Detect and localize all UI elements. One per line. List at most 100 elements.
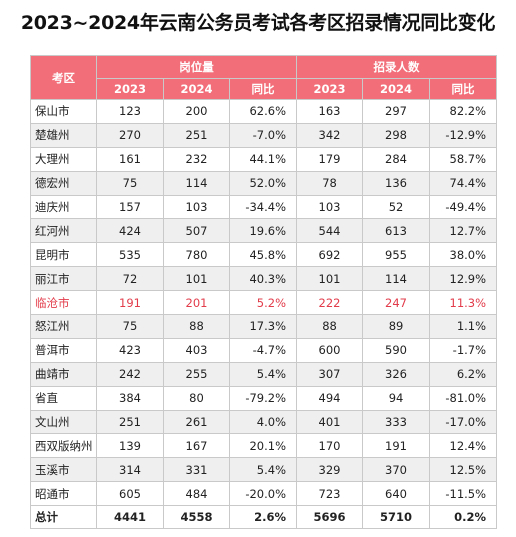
recruits-2024-cell: 955	[362, 242, 431, 268]
recruits-2023-cell: 544	[296, 218, 364, 244]
recruits-2023-cell: 401	[296, 409, 364, 435]
header-recruits-group: 招录人数	[296, 55, 498, 79]
recruits-yoy-cell: 58.7%	[429, 146, 498, 172]
positions-2024-cell: 261	[163, 409, 230, 435]
recruits-yoy-cell: 74.4%	[429, 170, 498, 196]
table-row: 西双版纳州 139 167 20.1% 170 191 12.4%	[30, 433, 498, 459]
recruits-yoy-cell: 12.4%	[429, 433, 498, 459]
total-recruits-2023: 5696	[296, 505, 364, 530]
header-positions-group: 岗位量	[95, 55, 298, 79]
recruits-2024-cell: 284	[362, 146, 431, 172]
positions-yoy-cell: 45.8%	[228, 242, 298, 268]
table-row: 文山州 251 261 4.0% 401 333 -17.0%	[30, 409, 498, 435]
header-positions-2024: 2024	[163, 78, 230, 100]
recruits-yoy-cell: -17.0%	[429, 409, 498, 435]
recruits-yoy-cell: -11.5%	[429, 481, 498, 507]
positions-2023-cell: 242	[96, 361, 164, 387]
table-row: 丽江市 72 101 40.3% 101 114 12.9%	[30, 266, 498, 292]
table-header: 考区 岗位量 招录人数 2023 2024 同比 2023 2024 同比	[30, 55, 498, 100]
positions-2023-cell: 423	[96, 337, 164, 363]
positions-2024-cell: 484	[163, 481, 230, 507]
region-cell: 省直	[30, 385, 97, 411]
positions-yoy-cell: -20.0%	[228, 481, 298, 507]
positions-yoy-cell: -79.2%	[228, 385, 298, 411]
recruitment-table: 考区 岗位量 招录人数 2023 2024 同比 2023 2024 同比 保山…	[30, 55, 498, 530]
positions-yoy-cell: 5.4%	[228, 361, 298, 387]
region-cell: 昆明市	[30, 242, 97, 268]
table-body: 保山市 123 200 62.6% 163 297 82.2% 楚雄州 270 251 -7.0% 3…	[30, 99, 498, 507]
table-row: 楚雄州 270 251 -7.0% 342 298 -12.9%	[30, 122, 498, 148]
recruits-2024-cell: 370	[362, 457, 431, 483]
positions-2024-cell: 255	[163, 361, 230, 387]
recruits-yoy-cell: 1.1%	[429, 314, 498, 339]
positions-yoy-cell: 19.6%	[228, 218, 298, 244]
positions-yoy-cell: 62.6%	[228, 99, 298, 124]
page-title: 2023~2024年云南公务员考试各考区招录情况同比变化	[20, 12, 496, 34]
recruits-2023-cell: 342	[296, 122, 364, 148]
recruits-2024-cell: 640	[362, 481, 431, 507]
region-cell: 迪庆州	[30, 194, 97, 220]
recruits-2024-cell: 114	[362, 266, 431, 292]
table-row: 保山市 123 200 62.6% 163 297 82.2%	[30, 99, 498, 124]
table-row: 大理州 161 232 44.1% 179 284 58.7%	[30, 146, 498, 172]
recruits-2023-cell: 692	[296, 242, 364, 268]
header-recruits-2023: 2023	[296, 78, 364, 100]
positions-2024-cell: 251	[163, 122, 230, 148]
header-region: 考区	[30, 55, 97, 100]
recruits-2024-cell: 298	[362, 122, 431, 148]
positions-2023-cell: 270	[96, 122, 164, 148]
region-cell: 普洱市	[30, 337, 97, 363]
recruits-2024-cell: 613	[362, 218, 431, 244]
region-cell: 丽江市	[30, 266, 97, 292]
positions-2024-cell: 507	[163, 218, 230, 244]
recruits-2023-cell: 88	[296, 314, 364, 339]
positions-2023-cell: 123	[96, 99, 164, 124]
recruits-2024-cell: 94	[362, 385, 431, 411]
table-row: 玉溪市 314 331 5.4% 329 370 12.5%	[30, 457, 498, 483]
positions-yoy-cell: -7.0%	[228, 122, 298, 148]
positions-2023-cell: 75	[96, 314, 164, 339]
positions-yoy-cell: 20.1%	[228, 433, 298, 459]
recruits-2024-cell: 333	[362, 409, 431, 435]
positions-2024-cell: 103	[163, 194, 230, 220]
recruits-2024-cell: 247	[362, 290, 431, 316]
positions-2024-cell: 114	[163, 170, 230, 196]
region-cell: 昭通市	[30, 481, 97, 507]
recruits-2023-cell: 163	[296, 99, 364, 124]
positions-2023-cell: 384	[96, 385, 164, 411]
table-row: 昭通市 605 484 -20.0% 723 640 -11.5%	[30, 481, 498, 507]
positions-2024-cell: 167	[163, 433, 230, 459]
table-row: 红河州 424 507 19.6% 544 613 12.7%	[30, 218, 498, 244]
recruits-2023-cell: 329	[296, 457, 364, 483]
total-row: 总计 4441 4558 2.6% 5696 5710 0.2%	[30, 505, 498, 530]
recruits-2023-cell: 101	[296, 266, 364, 292]
positions-2023-cell: 72	[96, 266, 164, 292]
recruits-yoy-cell: 38.0%	[429, 242, 498, 268]
positions-yoy-cell: 52.0%	[228, 170, 298, 196]
total-label: 总计	[30, 505, 97, 530]
region-cell: 红河州	[30, 218, 97, 244]
positions-2023-cell: 535	[96, 242, 164, 268]
total-recruits-2024: 5710	[362, 505, 431, 530]
positions-yoy-cell: 5.2%	[228, 290, 298, 316]
total-recruits-yoy: 0.2%	[429, 505, 498, 530]
positions-yoy-cell: 44.1%	[228, 146, 298, 172]
region-cell: 玉溪市	[30, 457, 97, 483]
positions-2024-cell: 88	[163, 314, 230, 339]
recruits-2024-cell: 89	[362, 314, 431, 339]
recruits-2024-cell: 297	[362, 99, 431, 124]
positions-yoy-cell: 4.0%	[228, 409, 298, 435]
region-cell: 怒江州	[30, 314, 97, 339]
positions-2023-cell: 314	[96, 457, 164, 483]
positions-2023-cell: 424	[96, 218, 164, 244]
positions-2023-cell: 605	[96, 481, 164, 507]
region-cell: 大理州	[30, 146, 97, 172]
positions-yoy-cell: -34.4%	[228, 194, 298, 220]
positions-yoy-cell: 40.3%	[228, 266, 298, 292]
table-row: 迪庆州 157 103 -34.4% 103 52 -49.4%	[30, 194, 498, 220]
recruits-2023-cell: 723	[296, 481, 364, 507]
positions-2024-cell: 403	[163, 337, 230, 363]
region-cell: 西双版纳州	[30, 433, 97, 459]
positions-yoy-cell: 5.4%	[228, 457, 298, 483]
table-row: 省直 384 80 -79.2% 494 94 -81.0%	[30, 385, 498, 411]
